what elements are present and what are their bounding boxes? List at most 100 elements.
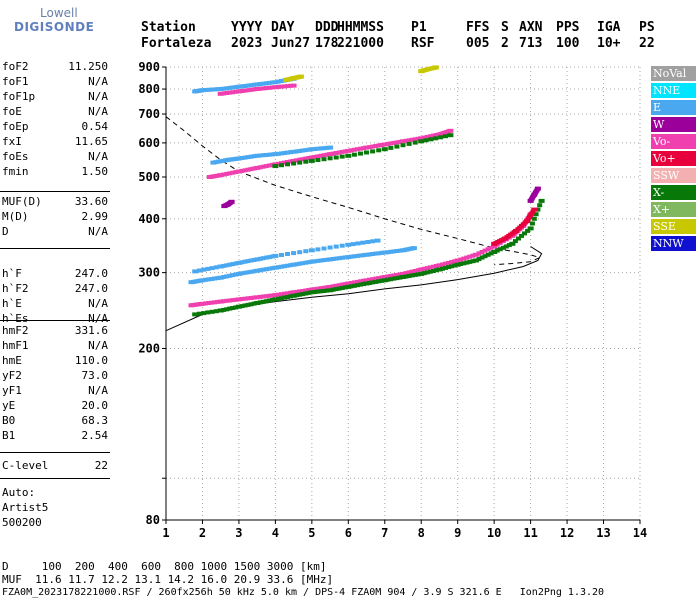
echo-point-vo- (391, 273, 397, 278)
echo-point-x- (494, 248, 500, 253)
echo-point-x- (427, 269, 433, 274)
echo-point-e (291, 251, 297, 256)
echo-point-vo- (251, 295, 257, 300)
echo-point-x- (497, 247, 503, 252)
param-name: foF1 (2, 75, 29, 88)
echo-point-x- (266, 298, 272, 303)
echo-point-vo- (300, 157, 306, 162)
echo-point-e (201, 267, 207, 272)
echo-point-x- (339, 286, 345, 290)
echo-point-vo- (430, 133, 436, 138)
echo-point-e (345, 255, 352, 260)
echo-point-x- (269, 298, 275, 302)
echo-point-x- (388, 145, 394, 150)
echo-point-x- (529, 221, 535, 226)
param-value: N/A (88, 75, 108, 88)
echo-point-e (209, 87, 215, 92)
header-label-ddd: DDD (315, 20, 339, 35)
param-divider (0, 478, 110, 479)
echo-point-vo- (209, 300, 215, 305)
echo-point-x- (254, 301, 261, 305)
echo-point-x- (201, 311, 207, 316)
echo-point-vo- (282, 291, 287, 296)
echo-point-vo- (239, 89, 245, 93)
echo-point-x- (385, 277, 391, 282)
x-tick-label: 4 (272, 526, 279, 540)
echo-point-e (354, 253, 360, 258)
auto-code: 500200 (2, 516, 42, 529)
echo-point-x- (260, 299, 266, 304)
echo-point-vo- (358, 279, 363, 284)
echo-point-vo- (254, 165, 261, 170)
echo-point-x- (376, 279, 382, 284)
echo-point-x- (315, 158, 321, 162)
echo-point-vo- (221, 299, 227, 304)
param-value: 110.0 (74, 354, 108, 367)
echo-point-x- (290, 293, 297, 298)
echo-point-e (379, 250, 385, 255)
echo-point-e (199, 278, 206, 283)
echo-point-vo- (379, 143, 385, 147)
echo-point-e (272, 152, 279, 157)
param-ye: yE 20.0 (2, 400, 108, 412)
echo-point-vo- (400, 271, 406, 276)
legend-item-x-: X- (651, 185, 696, 200)
echo-point-vo- (339, 149, 345, 154)
echo-point-x- (279, 163, 284, 168)
param-value: N/A (88, 297, 108, 310)
param-name: foF2 (2, 60, 29, 73)
y-tick-label: 400 (138, 212, 160, 226)
echo-point-e (391, 249, 397, 254)
x-tick-label: 14 (633, 526, 647, 540)
echo-point-x- (394, 276, 400, 281)
echo-point-x- (297, 292, 303, 297)
echo-point-e (360, 240, 366, 245)
echo-point-x- (279, 296, 284, 301)
param-value: N/A (88, 384, 108, 397)
echo-point-x- (522, 231, 527, 236)
echo-point-vo- (427, 134, 433, 139)
echo-point-e (221, 263, 227, 268)
header-label-ps: PS (639, 20, 655, 35)
echo-point-vo- (279, 292, 284, 297)
echo-point-e (333, 256, 339, 261)
echo-point-x- (503, 244, 509, 249)
echo-point-x- (308, 290, 315, 295)
echo-point-x- (285, 295, 290, 299)
echo-point-e (312, 147, 318, 151)
echo-point-e (251, 82, 257, 87)
echo-point-vo- (217, 173, 224, 178)
echo-point-x- (406, 141, 412, 146)
echo-point-x- (388, 277, 394, 282)
echo-point-e (239, 156, 245, 160)
echo-point-e (227, 262, 233, 267)
echo-point-x- (458, 262, 464, 266)
echo-point-vo- (245, 167, 251, 172)
echo-point-vo- (373, 276, 379, 281)
echo-point-vo- (351, 147, 357, 152)
echo-point-e (294, 149, 300, 154)
echo-point-vo- (385, 274, 391, 279)
echo-point-e (303, 148, 309, 153)
header-value-ps: 22 (639, 36, 655, 51)
param-value: 2.54 (81, 429, 109, 442)
echo-point-x- (294, 293, 300, 298)
echo-point-vo- (367, 277, 373, 282)
echo-point-vo- (472, 252, 479, 257)
echo-point-vo- (485, 247, 491, 252)
echo-point-x- (447, 133, 454, 138)
param-name: foEs (2, 150, 29, 163)
echo-point-x- (537, 203, 543, 208)
echo-point-e (235, 260, 242, 265)
echo-point-vo- (263, 164, 269, 169)
param-d: D N/A (2, 226, 108, 238)
echo-point-x- (400, 143, 406, 148)
header-label-ffs: FFS (466, 20, 490, 35)
echo-point-vo- (263, 294, 269, 299)
x-tick-label: 11 (523, 526, 537, 540)
echo-point-vo- (227, 171, 233, 176)
echo-point-e (269, 80, 275, 85)
legend-item-e: E (651, 100, 696, 115)
echo-point-vo- (454, 258, 461, 263)
echo-point-vo- (254, 295, 261, 300)
